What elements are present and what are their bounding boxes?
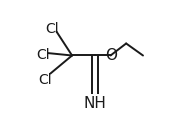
Text: NH: NH [83,96,106,111]
Text: Cl: Cl [36,48,50,62]
Text: O: O [105,48,117,63]
Text: Cl: Cl [46,22,59,36]
Text: Cl: Cl [38,73,52,87]
